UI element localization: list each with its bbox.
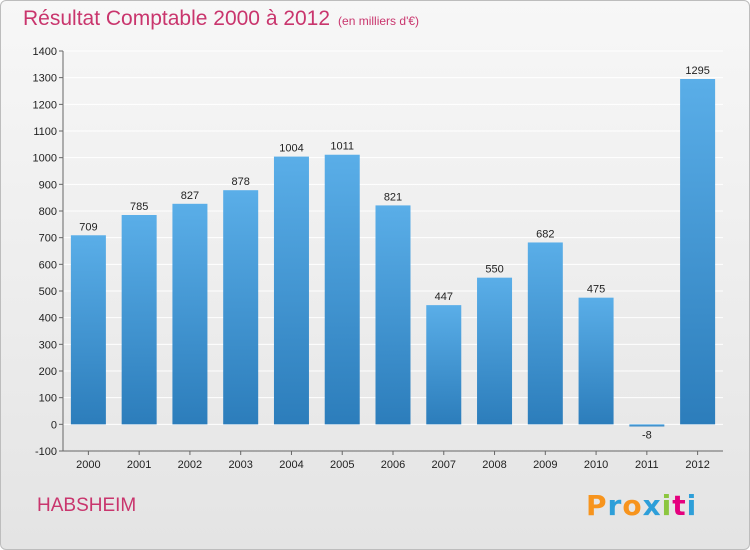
value-label-2009: 682 — [536, 228, 554, 240]
value-label-2005: 1011 — [330, 141, 354, 153]
y-tick-label: 700 — [39, 233, 57, 245]
commune-name: HABSHEIM — [37, 495, 137, 516]
x-tick-label-2008: 2008 — [482, 459, 506, 471]
logo-letter: i — [686, 489, 698, 522]
chart-subtitle: (en milliers d'€) — [338, 14, 420, 28]
bar-2009 — [527, 242, 563, 425]
value-label-2012: 1295 — [685, 65, 709, 77]
bar-2002 — [172, 203, 208, 425]
logo-letter: t — [672, 489, 687, 522]
logo-letter: i — [661, 489, 673, 522]
value-label-2007: 447 — [435, 291, 453, 303]
y-tick-label: 1000 — [33, 153, 57, 165]
x-tick-labels: 2000 2001 2002 2003 2004 2005 2006 2007 2008 2009… — [76, 459, 710, 471]
y-tick-label: 800 — [39, 206, 57, 218]
logo-letter: x — [642, 489, 662, 522]
bars — [70, 79, 716, 427]
y-tick-label: 900 — [39, 179, 57, 191]
bar-2003 — [223, 190, 259, 425]
y-tick-label: 400 — [39, 313, 57, 325]
y-tick-label: 300 — [39, 339, 57, 351]
x-tick-label-2011: 2011 — [635, 459, 659, 471]
bar-2001 — [121, 215, 157, 425]
x-tick-label-2004: 2004 — [279, 459, 303, 471]
value-label-2003: 878 — [232, 176, 250, 188]
bar-2004 — [273, 156, 309, 425]
bar-2008 — [477, 277, 513, 425]
value-label-2001: 785 — [130, 201, 148, 213]
axes — [59, 50, 723, 455]
x-tick-label-2001: 2001 — [127, 459, 151, 471]
x-tick-label-2012: 2012 — [685, 459, 709, 471]
y-tick-label: -100 — [35, 446, 57, 458]
y-tick-labels: -100 0 100 200 300 400 500 600 700 800 900 1000 1100… — [33, 46, 57, 458]
value-label-2004: 1004 — [279, 143, 303, 155]
value-labels: 709 785 827 878 1004 1011 821 447 550 682 475 -8 129… — [79, 65, 710, 441]
value-label-2000: 709 — [79, 221, 97, 233]
y-tick-label: 0 — [51, 419, 57, 431]
logo-letter: r — [607, 489, 623, 522]
x-tick-label-2003: 2003 — [228, 459, 252, 471]
x-tick-label-2005: 2005 — [330, 459, 354, 471]
bar-2005 — [324, 154, 360, 425]
logo-letter: P — [586, 489, 608, 522]
proxiti-logo: Proxiti — [586, 489, 697, 522]
y-tick-label: 100 — [39, 393, 57, 405]
x-tick-label-2007: 2007 — [432, 459, 456, 471]
y-tick-label: 1100 — [33, 126, 57, 138]
value-label-2002: 827 — [181, 190, 199, 202]
value-label-2010: 475 — [587, 284, 605, 296]
bar-2011 — [629, 424, 665, 427]
value-label-2006: 821 — [384, 191, 402, 203]
chart-title: Résultat Comptable 2000 à 2012 — [23, 7, 331, 30]
value-label-2008: 550 — [485, 264, 503, 276]
title-line: Résultat Comptable 2000 à 2012 (en millie… — [23, 7, 419, 31]
y-tick-label: 500 — [39, 286, 57, 298]
x-tick-label-2010: 2010 — [584, 459, 608, 471]
logo-letter: o — [622, 489, 643, 522]
y-tick-label: 1400 — [33, 46, 57, 58]
y-tick-label: 1300 — [33, 73, 57, 85]
bar-2007 — [426, 305, 462, 425]
bar-2000 — [70, 235, 106, 425]
x-tick-label-2002: 2002 — [178, 459, 202, 471]
value-label-2011: -8 — [642, 429, 652, 441]
y-tick-label: 200 — [39, 366, 57, 378]
x-tick-label-2006: 2006 — [381, 459, 405, 471]
y-tick-label: 600 — [39, 259, 57, 271]
x-tick-label-2000: 2000 — [76, 459, 100, 471]
bar-2006 — [375, 205, 411, 425]
y-tick-label: 1200 — [33, 99, 57, 111]
bar-2012 — [680, 79, 716, 425]
x-tick-label-2009: 2009 — [533, 459, 557, 471]
bar-2010 — [578, 297, 614, 425]
